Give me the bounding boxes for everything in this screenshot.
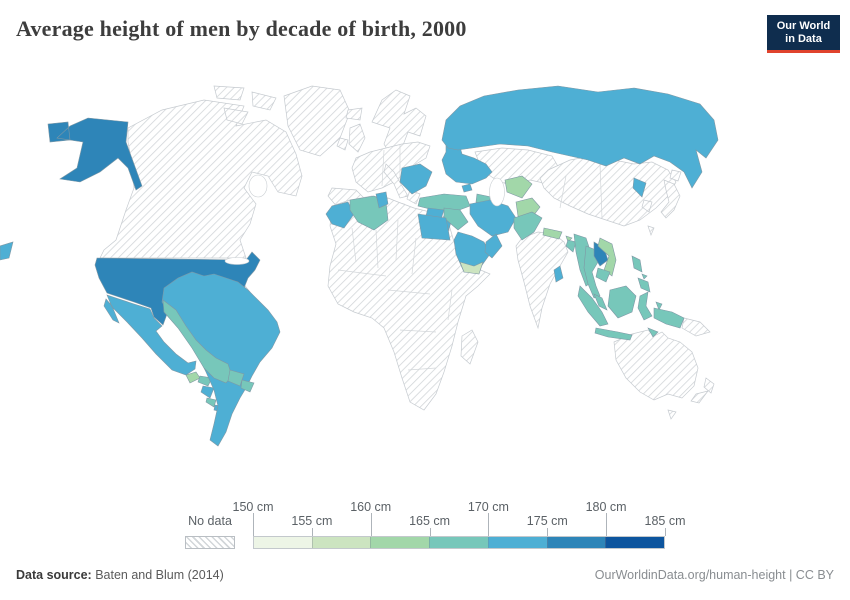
region-united-kingdom[interactable]	[348, 123, 366, 153]
legend-no-data-label: No data	[188, 514, 232, 528]
region-iran[interactable]	[469, 199, 517, 237]
region-paraguay[interactable]	[227, 369, 245, 387]
legend-no-data-swatch[interactable]	[185, 536, 235, 549]
legend-tick-165: 165 cm	[409, 514, 451, 528]
region-canada-islands[interactable]	[213, 85, 277, 125]
region-tunisia[interactable]	[375, 191, 389, 209]
region-turkey[interactable]	[417, 193, 471, 213]
region-philippines[interactable]	[631, 255, 651, 293]
region-madagascar[interactable]	[460, 329, 479, 365]
region-honduras[interactable]	[197, 375, 213, 387]
region-greece[interactable]	[406, 189, 421, 205]
legend-tickmark	[547, 528, 549, 536]
region-oman[interactable]	[484, 233, 503, 259]
legend-tickmark	[429, 528, 431, 536]
legend-tick-160: 160 cm	[350, 500, 392, 514]
credit-link[interactable]: OurWorldinData.org/human-height | CC BY	[594, 568, 834, 582]
legend-tickmark	[606, 513, 608, 536]
region-canada[interactable]	[99, 99, 303, 259]
region-nepal[interactable]	[542, 227, 563, 240]
legend-bin-150-155[interactable]	[254, 537, 312, 548]
footer: Data source: Baten and Blum (2014) OurWo…	[16, 568, 834, 582]
region-new-zealand[interactable]	[690, 377, 715, 404]
sea-caspian	[489, 177, 505, 207]
region-iraq[interactable]	[443, 207, 469, 231]
region-ireland[interactable]	[336, 137, 349, 151]
region-north-korea[interactable]	[632, 177, 647, 198]
region-mexico[interactable]	[103, 294, 197, 376]
region-papua-new-guinea[interactable]	[681, 317, 711, 337]
map-legend: No data 150 cm 155 cm 160 cm 165 cm 170 …	[185, 500, 705, 550]
legend-tick-175: 175 cm	[526, 514, 568, 528]
region-india[interactable]	[515, 231, 569, 330]
legend-tickmark	[253, 513, 254, 536]
region-turkmenistan-uzbekistan[interactable]	[504, 175, 533, 199]
region-chukotka[interactable]	[0, 241, 14, 261]
region-japan[interactable]	[660, 169, 682, 219]
legend-tickmark	[370, 513, 372, 536]
region-bhutan[interactable]	[565, 235, 573, 243]
legend-bin-170-175[interactable]	[487, 537, 547, 548]
legend-tick-170: 170 cm	[467, 500, 509, 514]
region-malaysia[interactable]	[593, 293, 608, 311]
region-taiwan[interactable]	[647, 225, 655, 236]
region-uruguay[interactable]	[240, 379, 255, 393]
region-south-korea[interactable]	[641, 199, 653, 213]
legend-tickmark	[488, 513, 490, 536]
owid-logo-line1: Our World	[776, 20, 831, 32]
data-regions	[0, 85, 719, 447]
sea-hudson-bay	[248, 174, 268, 198]
region-russia[interactable]	[441, 85, 719, 189]
region-bangladesh[interactable]	[565, 239, 577, 253]
legend-bin-160-165[interactable]	[370, 537, 430, 548]
region-iceland[interactable]	[345, 107, 363, 121]
region-alaska[interactable]	[47, 117, 143, 191]
region-egypt[interactable]	[417, 213, 451, 241]
region-cambodia[interactable]	[595, 267, 611, 283]
region-nicaragua[interactable]	[200, 385, 215, 399]
legend-bin-175-180[interactable]	[546, 537, 606, 548]
legend-tick-185: 185 cm	[644, 514, 686, 528]
region-western-europe[interactable]	[351, 141, 431, 193]
legend-bin-180-185[interactable]	[605, 537, 665, 548]
region-balkans[interactable]	[399, 163, 433, 195]
owid-logo-line2: in Data	[785, 33, 822, 46]
region-morocco[interactable]	[325, 201, 355, 229]
world-map[interactable]	[0, 80, 850, 500]
no-data-regions	[99, 85, 715, 420]
region-scandinavia[interactable]	[371, 89, 427, 159]
region-costa-rica[interactable]	[205, 397, 217, 408]
region-eastern-europe[interactable]	[441, 139, 493, 185]
legend-tick-180: 180 cm	[585, 500, 627, 514]
legend-tickmark	[665, 528, 666, 536]
region-sri-lanka[interactable]	[553, 265, 564, 283]
legend-tickmark	[311, 528, 313, 536]
region-crimea[interactable]	[461, 183, 473, 193]
water-bodies	[224, 174, 505, 265]
region-indonesia[interactable]	[577, 285, 663, 341]
region-china-mongolia[interactable]	[539, 155, 677, 227]
region-yemen[interactable]	[459, 261, 484, 275]
region-western-new-guinea[interactable]	[653, 307, 685, 329]
region-africa[interactable]	[327, 195, 491, 411]
lake-great-lakes	[224, 257, 250, 265]
page-title: Average height of men by decade of birth…	[16, 16, 467, 41]
data-source-value: Baten and Blum (2014)	[95, 568, 224, 582]
data-source-label: Data source:	[16, 568, 92, 582]
owid-logo[interactable]: Our World in Data	[767, 15, 840, 54]
legend-color-bar[interactable]	[253, 536, 665, 549]
region-australia[interactable]	[613, 329, 699, 420]
legend-tick-155: 155 cm	[291, 514, 333, 528]
legend-tick-150: 150 cm	[232, 500, 274, 514]
legend-bin-165-170[interactable]	[429, 537, 488, 548]
inner-borders-decorative	[337, 144, 603, 371]
legend-bin-155-160[interactable]	[311, 537, 371, 548]
data-source: Data source: Baten and Blum (2014)	[16, 568, 224, 582]
region-pakistan[interactable]	[513, 211, 543, 241]
